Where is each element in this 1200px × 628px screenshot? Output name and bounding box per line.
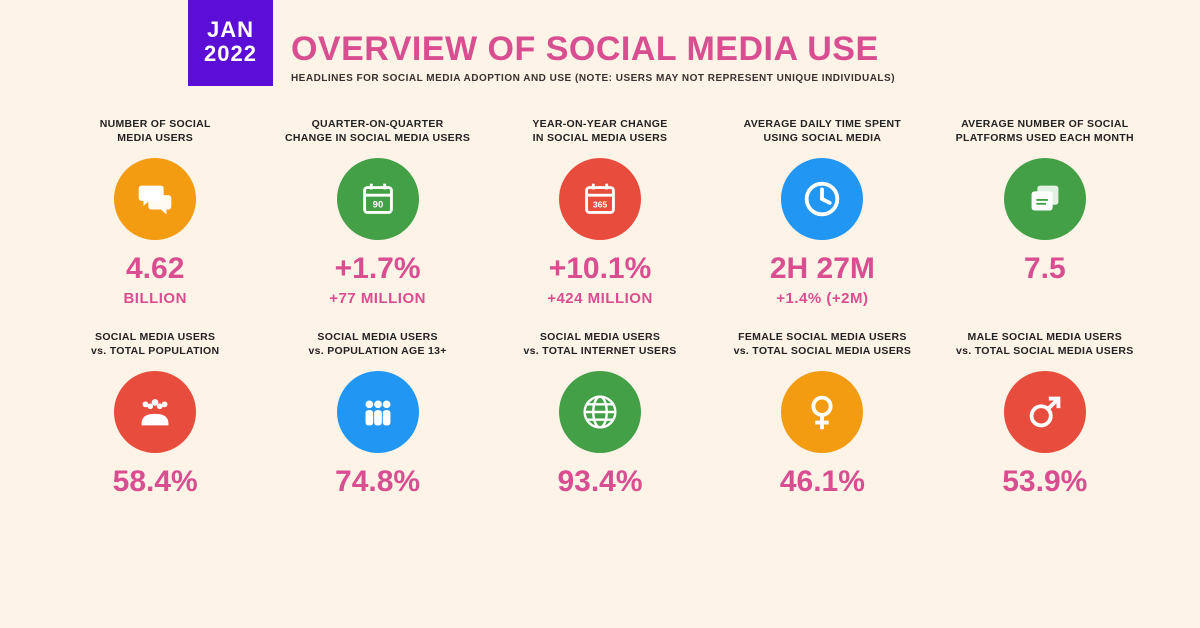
stat-value: 58.4%	[113, 467, 198, 497]
svg-text:90: 90	[372, 200, 383, 211]
title-block: OVERVIEW OF SOCIAL MEDIA USE HEADLINES F…	[291, 24, 895, 84]
stat-label: YEAR-ON-YEAR CHANGEIN SOCIAL MEDIA USERS	[532, 116, 667, 146]
stat-subvalue: +1.4% (+2M)	[776, 290, 868, 307]
chat-icon	[114, 158, 196, 240]
stat-value: 4.62	[126, 254, 184, 284]
globe-icon	[559, 371, 641, 453]
stat-subvalue: +77 MILLION	[329, 290, 426, 307]
date-month: JAN	[204, 18, 257, 42]
stat-label: AVERAGE DAILY TIME SPENTUSING SOCIAL MED…	[744, 116, 902, 146]
stat-card-yoy: YEAR-ON-YEAR CHANGEIN SOCIAL MEDIA USERS…	[489, 108, 711, 321]
stat-value: 2H 27M	[770, 254, 875, 284]
stat-label: QUARTER-ON-QUARTERCHANGE IN SOCIAL MEDIA…	[285, 116, 470, 146]
stat-value: 93.4%	[557, 467, 642, 497]
stat-value: 46.1%	[780, 467, 865, 497]
calendar-365-icon: 365	[559, 158, 641, 240]
stat-value: 74.8%	[335, 467, 420, 497]
stat-label: NUMBER OF SOCIALMEDIA USERS	[100, 116, 211, 146]
stat-value: +10.1%	[549, 254, 652, 284]
stat-card-platforms: AVERAGE NUMBER OF SOCIALPLATFORMS USED E…	[934, 108, 1156, 321]
stat-card-time: AVERAGE DAILY TIME SPENTUSING SOCIAL MED…	[711, 108, 933, 321]
page-title: OVERVIEW OF SOCIAL MEDIA USE	[291, 30, 895, 69]
header: JAN 2022 OVERVIEW OF SOCIAL MEDIA USE HE…	[0, 0, 1200, 86]
stat-label: SOCIAL MEDIA USERSvs. TOTAL INTERNET USE…	[523, 329, 676, 359]
platforms-icon	[1004, 158, 1086, 240]
stat-card-vs-age13: SOCIAL MEDIA USERSvs. POPULATION AGE 13+…	[266, 321, 488, 511]
crowd-icon	[114, 371, 196, 453]
stat-value: 7.5	[1024, 254, 1066, 284]
stat-label: SOCIAL MEDIA USERSvs. POPULATION AGE 13+	[309, 329, 447, 359]
stats-grid: NUMBER OF SOCIALMEDIA USERS 4.62 BILLION…	[0, 86, 1200, 511]
page-subtitle: HEADLINES FOR SOCIAL MEDIA ADOPTION AND …	[291, 73, 895, 84]
stat-label: SOCIAL MEDIA USERSvs. TOTAL POPULATION	[91, 329, 219, 359]
stat-label: MALE SOCIAL MEDIA USERSvs. TOTAL SOCIAL …	[956, 329, 1134, 359]
stat-card-users: NUMBER OF SOCIALMEDIA USERS 4.62 BILLION	[44, 108, 266, 321]
stat-label: FEMALE SOCIAL MEDIA USERSvs. TOTAL SOCIA…	[734, 329, 912, 359]
stat-card-vs-population: SOCIAL MEDIA USERSvs. TOTAL POPULATION 5…	[44, 321, 266, 511]
stat-value: +1.7%	[335, 254, 421, 284]
stat-card-vs-internet: SOCIAL MEDIA USERSvs. TOTAL INTERNET USE…	[489, 321, 711, 511]
male-icon	[1004, 371, 1086, 453]
svg-text:365: 365	[593, 200, 608, 210]
stat-card-female: FEMALE SOCIAL MEDIA USERSvs. TOTAL SOCIA…	[711, 321, 933, 511]
stat-value: 53.9%	[1002, 467, 1087, 497]
female-icon	[781, 371, 863, 453]
stat-subvalue: BILLION	[123, 290, 187, 307]
date-badge: JAN 2022	[188, 0, 273, 86]
stat-card-male: MALE SOCIAL MEDIA USERSvs. TOTAL SOCIAL …	[934, 321, 1156, 511]
stat-card-qoq: QUARTER-ON-QUARTERCHANGE IN SOCIAL MEDIA…	[266, 108, 488, 321]
date-year: 2022	[204, 42, 257, 66]
calendar-90-icon: 90	[337, 158, 419, 240]
group-icon	[337, 371, 419, 453]
clock-icon	[781, 158, 863, 240]
stat-label: AVERAGE NUMBER OF SOCIALPLATFORMS USED E…	[956, 116, 1134, 146]
stat-subvalue: +424 MILLION	[547, 290, 653, 307]
